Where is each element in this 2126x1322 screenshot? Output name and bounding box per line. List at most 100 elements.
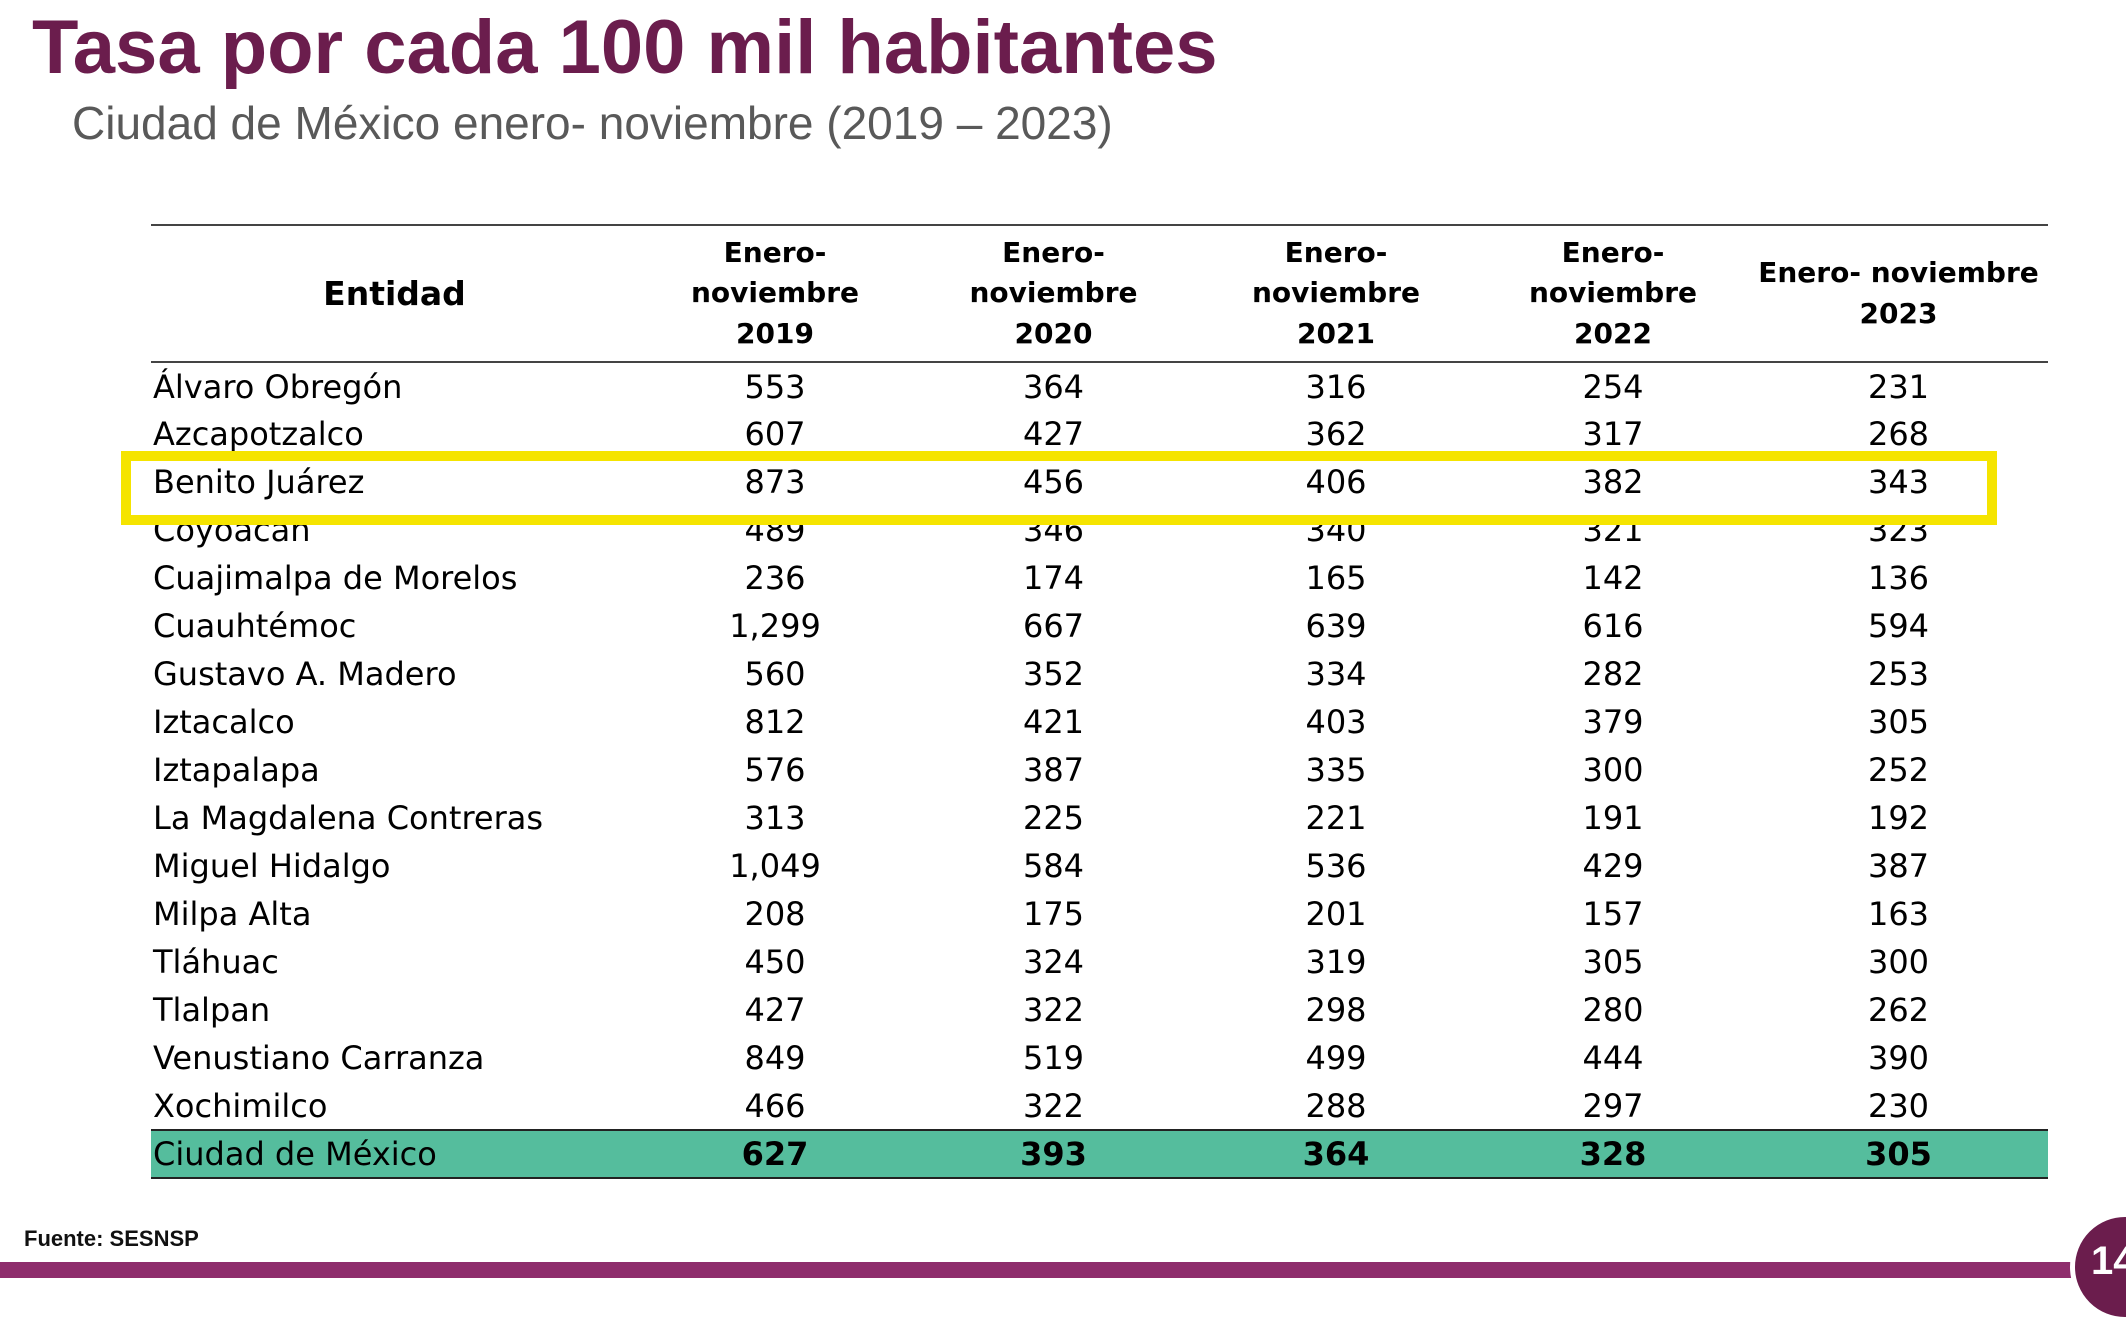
row-name: Cuauhtémoc — [153, 607, 357, 645]
cell-value: 456 — [1022, 463, 1085, 501]
cell-value: 403 — [1305, 703, 1367, 741]
cell-value: 268 — [1867, 415, 1930, 453]
page-subtitle: Ciudad de México enero- noviembre (2019 … — [72, 97, 1113, 149]
cell-value: 174 — [1022, 559, 1085, 597]
total-value: 305 — [1749, 1129, 2048, 1179]
table-row: Tlalpan 427 322 298 280 262 — [151, 986, 2048, 1034]
cell-value: 262 — [1867, 991, 1930, 1029]
table-row-highlighted: Benito Juárez 873 456 406 382 343 — [151, 458, 2048, 506]
cell-value: 322 — [1022, 1086, 1085, 1125]
table-row: La Magdalena Contreras 313 225 221 191 192 — [151, 794, 2048, 842]
column-header-line1: Enero- noviembre — [1758, 255, 2039, 289]
cell-value: 667 — [1022, 607, 1085, 645]
column-header-year: 2019 — [736, 316, 814, 350]
cell-value: 343 — [1867, 463, 1930, 501]
table-row: Tláhuac 450 324 319 305 300 — [151, 938, 2048, 986]
rate-table-container: Entidad Enero- noviembre 2019 Enero- novi… — [151, 224, 2048, 1179]
column-header-line1: Enero- noviembre — [969, 235, 1138, 310]
source-note: Fuente: SESNSP — [24, 1226, 199, 1251]
table-row: Milpa Alta 208 175 201 157 163 — [151, 890, 2048, 938]
column-header-line1: Enero- noviembre — [1251, 235, 1421, 310]
total-value: 328 — [1477, 1129, 1749, 1179]
cell-value: 201 — [1305, 895, 1367, 933]
row-name: Milpa Alta — [153, 895, 312, 933]
table-row: Iztapalapa 576 387 335 300 252 — [151, 746, 2048, 794]
cell-value: 322 — [1022, 991, 1085, 1029]
cell-value: 346 — [1022, 511, 1085, 549]
row-name: Iztapalapa — [153, 751, 320, 789]
cell-value: 300 — [1582, 751, 1644, 789]
cell-value: 236 — [744, 559, 806, 597]
cell-value: 157 — [1582, 895, 1644, 933]
column-header-2023: Enero- noviembre 2023 — [1749, 224, 2048, 363]
cell-value: 429 — [1582, 847, 1644, 885]
column-header-2020: Enero- noviembre 2020 — [912, 224, 1195, 363]
cell-value: 334 — [1305, 655, 1367, 693]
cell-value: 362 — [1305, 415, 1367, 453]
cell-value: 316 — [1305, 367, 1367, 406]
table-total-row: Ciudad de México 627 393 364 328 305 — [151, 1129, 2048, 1179]
cell-value: 231 — [1867, 367, 1930, 406]
row-name: Gustavo A. Madero — [153, 655, 457, 693]
cell-value: 639 — [1305, 607, 1367, 645]
column-header-2021: Enero- noviembre 2021 — [1195, 224, 1477, 363]
cell-value: 305 — [1582, 943, 1644, 981]
cell-value: 175 — [1022, 895, 1085, 933]
column-header-year: 2021 — [1297, 316, 1375, 350]
cell-value: 319 — [1305, 943, 1367, 981]
column-header-entity: Entidad — [151, 224, 638, 363]
cell-value: 254 — [1582, 367, 1644, 406]
row-name: Tláhuac — [153, 943, 279, 981]
cell-value: 560 — [744, 655, 806, 693]
cell-value: 576 — [744, 751, 806, 789]
cell-value: 873 — [744, 463, 806, 501]
cell-value: 297 — [1582, 1086, 1644, 1125]
cell-value: 390 — [1867, 1039, 1930, 1077]
total-value: 627 — [638, 1129, 912, 1179]
page-number-badge: 14 — [2070, 1212, 2126, 1322]
column-header-line1: Enero- noviembre — [1528, 235, 1698, 310]
row-name: Iztacalco — [153, 703, 295, 741]
column-header-year: 2020 — [1014, 316, 1093, 350]
cell-value: 489 — [744, 511, 806, 549]
cell-value: 230 — [1867, 1086, 1930, 1125]
column-header-2022: Enero- noviembre 2022 — [1477, 224, 1749, 363]
cell-value: 607 — [744, 415, 806, 453]
cell-value: 594 — [1867, 607, 1930, 645]
cell-value: 519 — [1022, 1039, 1085, 1077]
cell-value: 1,299 — [729, 607, 821, 645]
table-row: Venustiano Carranza 849 519 499 444 390 — [151, 1034, 2048, 1082]
row-name: Cuajimalpa de Morelos — [153, 559, 518, 597]
cell-value: 352 — [1022, 655, 1085, 693]
cell-value: 317 — [1582, 415, 1644, 453]
cell-value: 191 — [1582, 799, 1644, 837]
table-row: Miguel Hidalgo 1,049 584 536 429 387 — [151, 842, 2048, 890]
cell-value: 324 — [1022, 943, 1085, 981]
cell-value: 450 — [744, 943, 806, 981]
table-row: Cuauhtémoc 1,299 667 639 616 594 — [151, 602, 2048, 650]
cell-value: 444 — [1582, 1039, 1644, 1077]
table-row: Azcapotzalco 607 427 362 317 268 — [151, 410, 2048, 458]
row-name: Álvaro Obregón — [153, 367, 403, 406]
page-number: 14 — [2091, 1239, 2126, 1283]
cell-value: 812 — [744, 703, 806, 741]
table-row: Xochimilco 466 322 288 297 230 — [151, 1082, 2048, 1130]
cell-value: 288 — [1305, 1086, 1367, 1125]
cell-value: 252 — [1867, 751, 1930, 789]
table-row: Coyoacán 489 346 340 321 323 — [151, 506, 2048, 554]
cell-value: 225 — [1022, 799, 1085, 837]
cell-value: 253 — [1867, 655, 1930, 693]
cell-value: 406 — [1305, 463, 1367, 501]
row-name: Venustiano Carranza — [153, 1039, 485, 1077]
cell-value: 300 — [1867, 943, 1930, 981]
column-header-2019: Enero- noviembre 2019 — [638, 224, 912, 363]
cell-value: 136 — [1867, 559, 1930, 597]
cell-value: 387 — [1022, 751, 1085, 789]
cell-value: 298 — [1305, 991, 1367, 1029]
cell-value: 165 — [1305, 559, 1367, 597]
cell-value: 163 — [1867, 895, 1930, 933]
cell-value: 553 — [744, 367, 806, 406]
row-name: Xochimilco — [153, 1086, 328, 1125]
cell-value: 382 — [1582, 463, 1644, 501]
table-row: Gustavo A. Madero 560 352 334 282 253 — [151, 650, 2048, 698]
